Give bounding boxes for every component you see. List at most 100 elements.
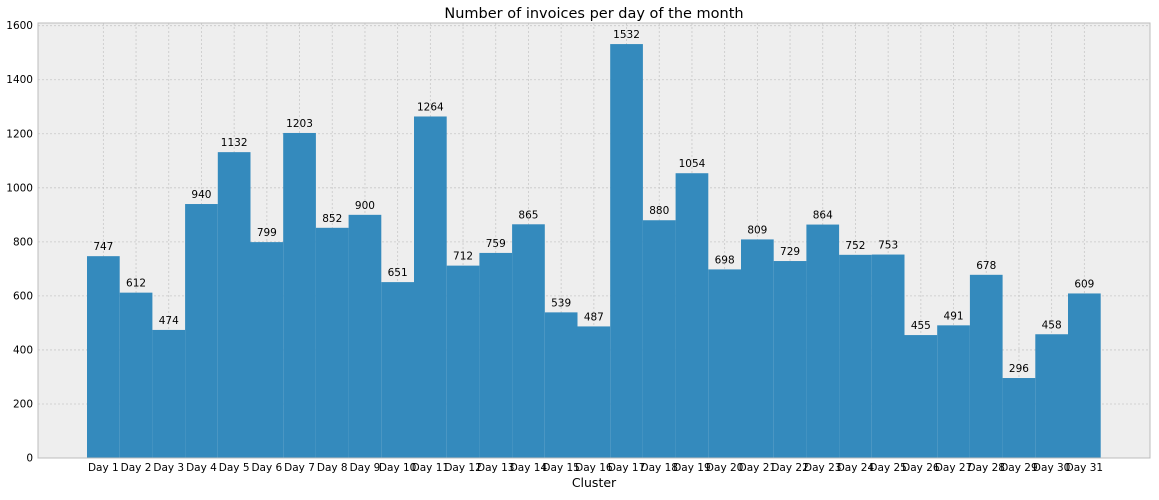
bar (185, 204, 218, 458)
y-tick-label: 1000 (6, 182, 33, 194)
bar (414, 116, 447, 459)
data-label: 752 (845, 240, 865, 252)
bar (1068, 293, 1101, 458)
x-tick-label: Day 16 (575, 462, 613, 474)
data-label: 940 (191, 189, 211, 201)
x-tick-label: Day 22 (771, 462, 808, 474)
y-tick-label: 200 (13, 398, 33, 410)
bar (937, 325, 970, 458)
data-label: 753 (878, 240, 898, 252)
data-label: 729 (780, 246, 800, 258)
x-tick-label: Day 29 (1000, 462, 1037, 474)
x-tick-label: Day 2 (121, 462, 152, 474)
data-label: 458 (1042, 319, 1062, 331)
x-tick-label: Day 13 (477, 462, 514, 474)
y-tick-label: 0 (26, 453, 33, 465)
bar (152, 329, 186, 458)
bar (871, 254, 905, 458)
x-tick-label: Day 25 (869, 462, 906, 474)
x-tick-label: Day 20 (706, 462, 743, 474)
data-label: 852 (322, 213, 342, 225)
data-label: 474 (159, 315, 179, 327)
bar (1035, 334, 1068, 458)
data-label: 1264 (417, 101, 444, 113)
bar (806, 224, 840, 458)
x-tick-label: Day 15 (542, 462, 579, 474)
data-label: 880 (649, 205, 669, 217)
data-label: 809 (747, 224, 767, 236)
x-tick-label: Day 11 (412, 462, 449, 474)
bar (577, 326, 611, 458)
data-label: 759 (486, 238, 506, 250)
plot-frame (37, 22, 1151, 459)
bar (642, 220, 676, 458)
bar (446, 265, 480, 458)
data-label: 296 (1009, 363, 1029, 375)
bar (250, 242, 284, 458)
data-label: 612 (126, 278, 146, 290)
bar (479, 252, 513, 458)
data-label: 609 (1074, 278, 1094, 290)
bar (544, 312, 578, 458)
y-axis-ticks: 0 200 400 600 800 1000 1200 1400 1600 (6, 20, 33, 464)
data-label: 651 (388, 267, 408, 279)
x-tick-label: Day 3 (153, 462, 184, 474)
bar (119, 292, 153, 458)
x-tick-label: Day 17 (608, 462, 645, 474)
bar (904, 335, 938, 458)
y-tick-label: 1400 (6, 74, 33, 86)
bar (969, 274, 1003, 458)
chart-title: Number of invoices per day of the month (444, 6, 743, 22)
bars (87, 44, 1101, 459)
x-axis-ticks: Day 1 Day 2 Day 3 Day 4 Day 5 Day 6 Day 7 Day 8… (88, 462, 1103, 474)
x-tick-label: Day 31 (1066, 462, 1103, 474)
bar (283, 132, 316, 459)
bar (610, 44, 643, 459)
data-label: 491 (944, 310, 964, 322)
data-labels: 747 612 474 940 1132 799 1203 852 900 651 1264 712 7… (93, 29, 1094, 375)
x-tick-label: Day 8 (317, 462, 348, 474)
x-tick-label: Day 12 (444, 462, 481, 474)
x-tick-label: Day 4 (186, 462, 217, 474)
data-label: 799 (257, 227, 277, 239)
x-axis-label: Cluster (572, 475, 617, 490)
x-tick-label: Day 23 (804, 462, 841, 474)
x-tick-label: Day 10 (379, 462, 416, 474)
x-tick-label: Day 9 (350, 462, 381, 474)
x-tick-label: Day 26 (902, 462, 940, 474)
x-tick-label: Day 28 (968, 462, 1005, 474)
bar (217, 152, 251, 459)
bar (87, 256, 120, 458)
x-tick-label: Day 14 (510, 462, 548, 474)
bar (839, 254, 872, 458)
bar (708, 269, 741, 458)
bar (773, 261, 807, 458)
data-label: 539 (551, 297, 571, 309)
x-tick-label: Day 19 (673, 462, 710, 474)
y-tick-label: 400 (13, 344, 33, 356)
x-tick-label: Day 24 (837, 462, 875, 474)
data-label: 865 (518, 209, 538, 221)
y-tick-label: 1200 (6, 128, 33, 140)
data-label: 455 (911, 320, 931, 332)
data-label: 1203 (286, 118, 313, 130)
data-label: 1132 (221, 137, 248, 149)
data-label: 900 (355, 200, 375, 212)
data-label: 747 (93, 241, 113, 253)
x-tick-label: Day 18 (641, 462, 678, 474)
bar (315, 227, 349, 458)
x-tick-label: Day 7 (284, 462, 315, 474)
y-tick-label: 1600 (6, 20, 33, 32)
data-label: 1054 (679, 158, 706, 170)
y-tick-label: 600 (13, 290, 33, 302)
data-label: 678 (976, 260, 996, 272)
x-tick-label: Day 1 (88, 462, 119, 474)
data-label: 1532 (613, 29, 640, 41)
data-label: 698 (715, 254, 735, 266)
data-label: 864 (813, 210, 833, 222)
x-tick-label: Day 21 (739, 462, 776, 474)
x-tick-label: Day 6 (251, 462, 282, 474)
x-tick-label: Day 27 (935, 462, 972, 474)
